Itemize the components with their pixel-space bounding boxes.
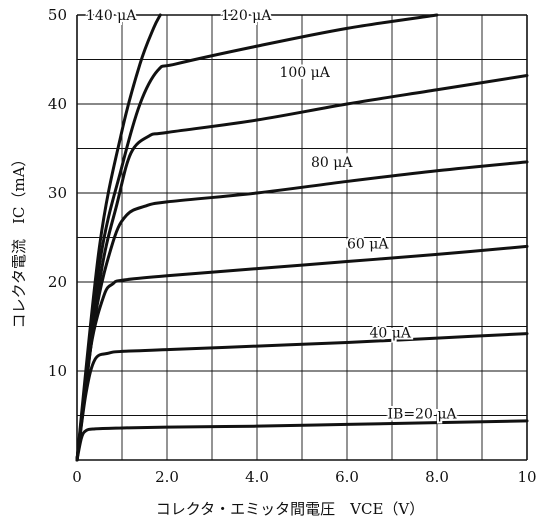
curve-labels: IB=20 μA 40 μA 60 μA 80 μA 100 μA 120 μA 140 μ… [84, 6, 459, 425]
y-tick-label: 50 [48, 6, 67, 24]
series-line-0 [75, 419, 529, 462]
curve-label-3: 80 μA [311, 155, 353, 171]
series-line-5 [75, 13, 439, 462]
x-tick-label: 2.0 [155, 468, 179, 486]
tick-labels: 0 2.0 4.0 6.0 8.0 10 10 20 30 40 50 [48, 6, 537, 486]
series-line-3 [75, 160, 529, 462]
x-tick-label: 10 [517, 468, 536, 486]
curve-label-5: 120 μA [221, 8, 272, 24]
curve-label-2: 60 μA [347, 237, 389, 253]
y-tick-label: 40 [48, 95, 67, 113]
curve-label-4: 100 μA [280, 65, 331, 81]
y-tick-label: 20 [48, 273, 67, 291]
series-line-4 [75, 74, 529, 462]
x-axis-label: コレクタ・エミッタ間電圧 VCE（V） [156, 500, 425, 518]
x-tick-label: 0 [72, 468, 82, 486]
series-line-1 [75, 332, 529, 462]
curves [75, 13, 529, 462]
y-tick-label: 10 [48, 362, 67, 380]
curve-label-1: 40 μA [370, 326, 412, 342]
series-line-6 [75, 13, 162, 462]
x-tick-label: 4.0 [245, 468, 269, 486]
grid [76, 14, 528, 461]
y-tick-label: 30 [48, 184, 67, 202]
curve-label-0: IB=20 μA [388, 407, 458, 423]
axis-titles: コレクタ・エミッタ間電圧 VCE（V） コレクタ電流 IC（mA） [10, 152, 424, 518]
y-axis-label: コレクタ電流 IC（mA） [10, 152, 28, 329]
x-tick-label: 6.0 [335, 468, 359, 486]
x-tick-label: 8.0 [425, 468, 449, 486]
curve-label-6: 140 μA [86, 8, 137, 24]
